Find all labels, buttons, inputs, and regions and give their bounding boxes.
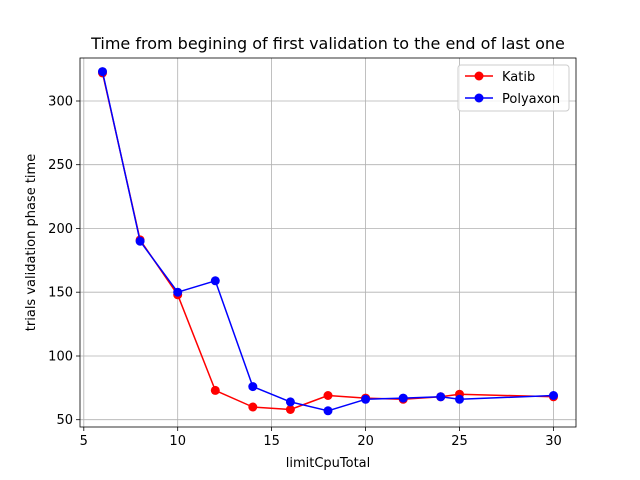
x-tick-label: 25 (451, 434, 468, 449)
data-point-polyaxon (398, 393, 408, 403)
chart-title: Time from begining of first validation t… (90, 34, 565, 53)
y-tick-label: 100 (48, 350, 73, 365)
grid (80, 58, 576, 427)
y-tick-label: 50 (56, 413, 73, 428)
axis-ticks: 5 10 15 20 25 30 50 100 150 200 250 300 (48, 95, 562, 450)
data-point-polyaxon (248, 382, 258, 392)
y-tick-label: 300 (48, 95, 73, 110)
legend-marker-polyaxon (474, 93, 484, 103)
x-tick-label: 20 (357, 434, 374, 449)
data-point-polyaxon (436, 392, 446, 402)
legend: Katib Polyaxon (457, 64, 570, 112)
x-tick-label: 15 (263, 434, 280, 449)
plot-frame (79, 57, 577, 428)
data-point-polyaxon (210, 276, 220, 286)
data-point-polyaxon (549, 391, 558, 400)
y-tick-label: 200 (48, 222, 73, 237)
plot-series (98, 67, 558, 416)
data-point-polyaxon (285, 397, 295, 407)
y-tick-label: 250 (48, 158, 73, 173)
data-point-polyaxon (455, 394, 464, 404)
x-tick-label: 5 (80, 434, 88, 449)
data-point-katib (323, 391, 333, 400)
data-point-katib (210, 385, 220, 395)
x-tick-label: 30 (545, 434, 562, 449)
x-axis-label: limitCpuTotal (286, 456, 371, 471)
legend-marker-katib (474, 71, 484, 81)
legend-label-polyaxon: Polyaxon (502, 92, 560, 107)
y-tick-label: 150 (48, 286, 73, 301)
data-point-polyaxon (173, 287, 183, 297)
data-point-polyaxon (98, 67, 107, 77)
data-point-polyaxon (361, 394, 371, 404)
legend-label-katib: Katib (502, 70, 535, 85)
data-point-katib (248, 402, 258, 412)
y-axis-label: trials validation phase time (24, 154, 39, 331)
x-tick-label: 10 (169, 434, 186, 449)
data-point-katib (285, 405, 295, 414)
data-point-polyaxon (323, 406, 333, 416)
data-point-polyaxon (135, 236, 145, 246)
